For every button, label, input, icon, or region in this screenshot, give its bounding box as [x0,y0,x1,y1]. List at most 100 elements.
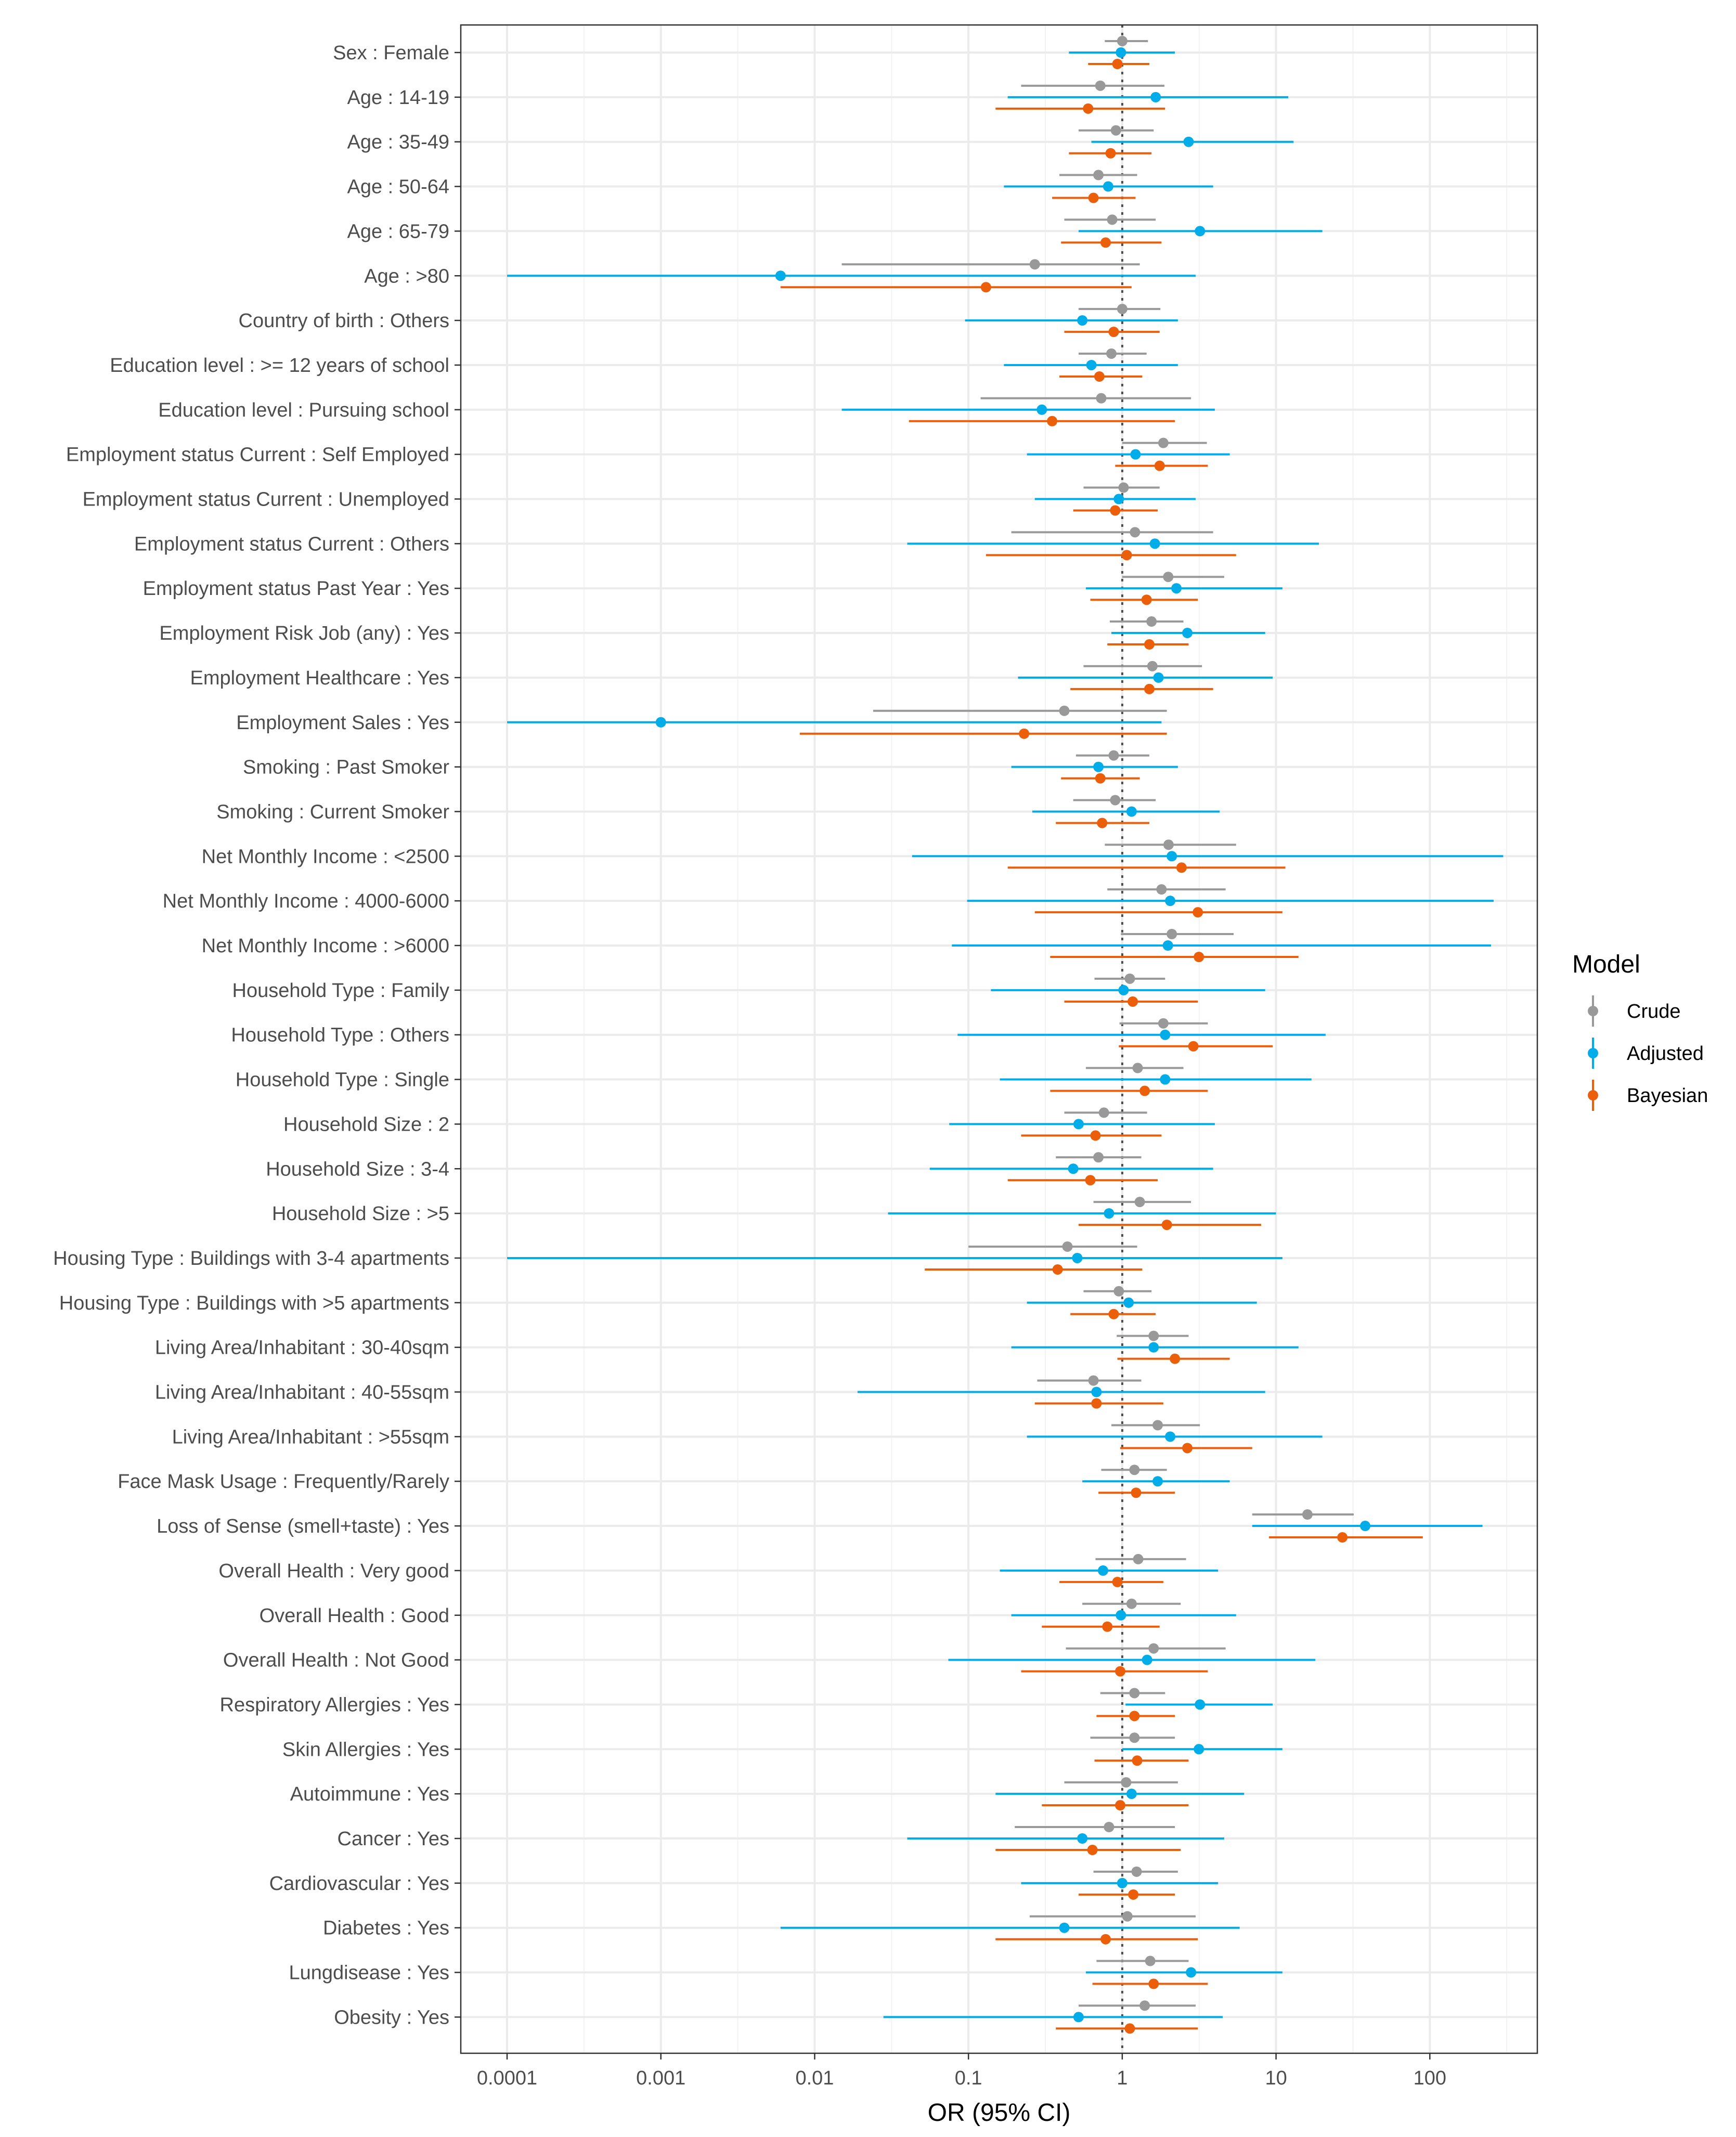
point-estimate [1116,47,1126,58]
point-estimate [1077,1833,1088,1844]
category-label: Employment status Current : Unemployed [83,489,449,511]
panel-border [460,24,1538,2054]
category-label: Overall Health : Good [260,1605,449,1627]
point-estimate [1124,973,1135,984]
category-label: Household Size : 3-4 [266,1158,449,1180]
point-estimate [1121,1777,1132,1788]
point-estimate [1144,683,1155,694]
category-label: Employment Sales : Yes [236,712,449,734]
plot-panel [460,24,1538,2054]
category-label: Lungdisease : Yes [289,1962,450,1984]
point-estimate [1104,1208,1115,1219]
category-label: Smoking : Past Smoker [243,757,449,779]
point-estimate [1152,1420,1163,1431]
point-estimate [1073,2012,1084,2023]
category-label: Skin Allergies : Yes [282,1739,449,1760]
point-estimate [1129,1732,1140,1743]
category-label: Country of birth : Others [239,310,450,332]
point-estimate [980,282,991,293]
x-axis: 0.0001 0.001 0.01 0.1 1 10 100 [477,2053,1446,2089]
point-estimate [1037,404,1047,415]
point-estimate [1097,1565,1108,1576]
category-label: Living Area/Inhabitant : 40-55sqm [155,1382,449,1404]
point-estimate [1161,1220,1172,1231]
y-axis: Sex : Female Age : 14-19 Age : 35-49 Age : … [53,42,461,2028]
point-estimate [1090,1130,1101,1141]
point-estimate [1062,1241,1073,1252]
point-estimate [1193,907,1203,918]
point-estimate [1149,538,1160,549]
point-estimate [1194,952,1204,962]
category-label: Employment status Current : Self Employe… [66,444,449,466]
point-estimate [1113,1286,1124,1297]
category-label: Net Monthly Income : <2500 [202,846,449,867]
point-estimate [1059,705,1070,716]
point-estimate [775,270,786,281]
category-label: Employment status Past Year : Yes [143,578,449,600]
point-estimate [1337,1532,1348,1543]
category-label: Household Type : Single [236,1069,449,1091]
point-estimate [1195,226,1206,237]
point-estimate [1100,237,1111,248]
point-estimate [1029,259,1040,270]
point-estimate [1139,1085,1150,1096]
series-adjusted [507,47,1504,2023]
point-estimate [1116,1610,1126,1621]
point-estimate [1142,1654,1152,1665]
point-estimate [1126,1598,1137,1609]
point-estimate [1110,505,1121,516]
point-estimate [1073,1119,1084,1130]
point-estimate [1102,1621,1113,1632]
point-estimate [1093,761,1104,772]
legend-key-point [1588,1006,1598,1016]
point-estimate [1195,1699,1206,1710]
category-label: Age : 14-19 [347,87,449,109]
point-estimate [1123,1297,1134,1308]
point-estimate [1112,59,1123,69]
category-label: Sex : Female [333,42,449,64]
point-estimate [1141,594,1152,605]
point-estimate [1128,996,1138,1007]
legend-entries: Crude Adjusted Bayesian [1588,995,1708,1111]
legend-key-point [1588,1090,1598,1100]
point-estimate [1163,839,1174,850]
category-label: Diabetes : Yes [323,1918,449,1939]
point-estimate [1091,1387,1102,1397]
point-estimate [1154,460,1165,471]
point-estimate [1126,1789,1137,1799]
legend-key-point [1588,1048,1598,1058]
x-tick-label: 1 [1117,2067,1128,2089]
series-crude [841,36,1354,2011]
point-estimate [1115,1666,1125,1677]
point-estimate [1113,494,1124,504]
point-estimate [1104,1822,1115,1832]
point-estimate [1158,437,1169,448]
category-label: Face Mask Usage : Frequently/Rarely [118,1471,449,1493]
point-estimate [1112,1576,1123,1587]
category-label: Living Area/Inhabitant : >55sqm [172,1426,449,1448]
category-label: Household Size : 2 [283,1113,449,1135]
point-estimate [1085,1175,1096,1186]
legend-title: Model [1572,951,1640,978]
point-estimate [1158,1018,1169,1029]
x-tick-label: 0.01 [795,2067,834,2089]
point-estimate [1068,1163,1079,1174]
point-estimate [1118,482,1129,493]
category-label: Cancer : Yes [338,1828,449,1850]
point-estimate [1183,136,1194,147]
point-estimate [1182,628,1193,639]
category-label: Obesity : Yes [334,2006,449,2028]
point-estimate [1110,795,1121,806]
point-estimate [1129,1688,1140,1699]
point-estimate [1095,80,1106,91]
category-label: Living Area/Inhabitant : 30-40sqm [155,1337,449,1359]
category-label: Employment status Current : Others [134,533,449,555]
category-label: Housing Type : Buildings with >5 apartme… [59,1292,449,1314]
category-label: Employment Healthcare : Yes [190,667,450,689]
grid-minor [583,25,1508,2053]
series-marks [507,36,1504,2034]
point-estimate [1108,750,1119,761]
point-estimate [1052,1264,1063,1275]
category-label: Cardiovascular : Yes [269,1873,449,1895]
point-estimate [1087,1845,1098,1855]
